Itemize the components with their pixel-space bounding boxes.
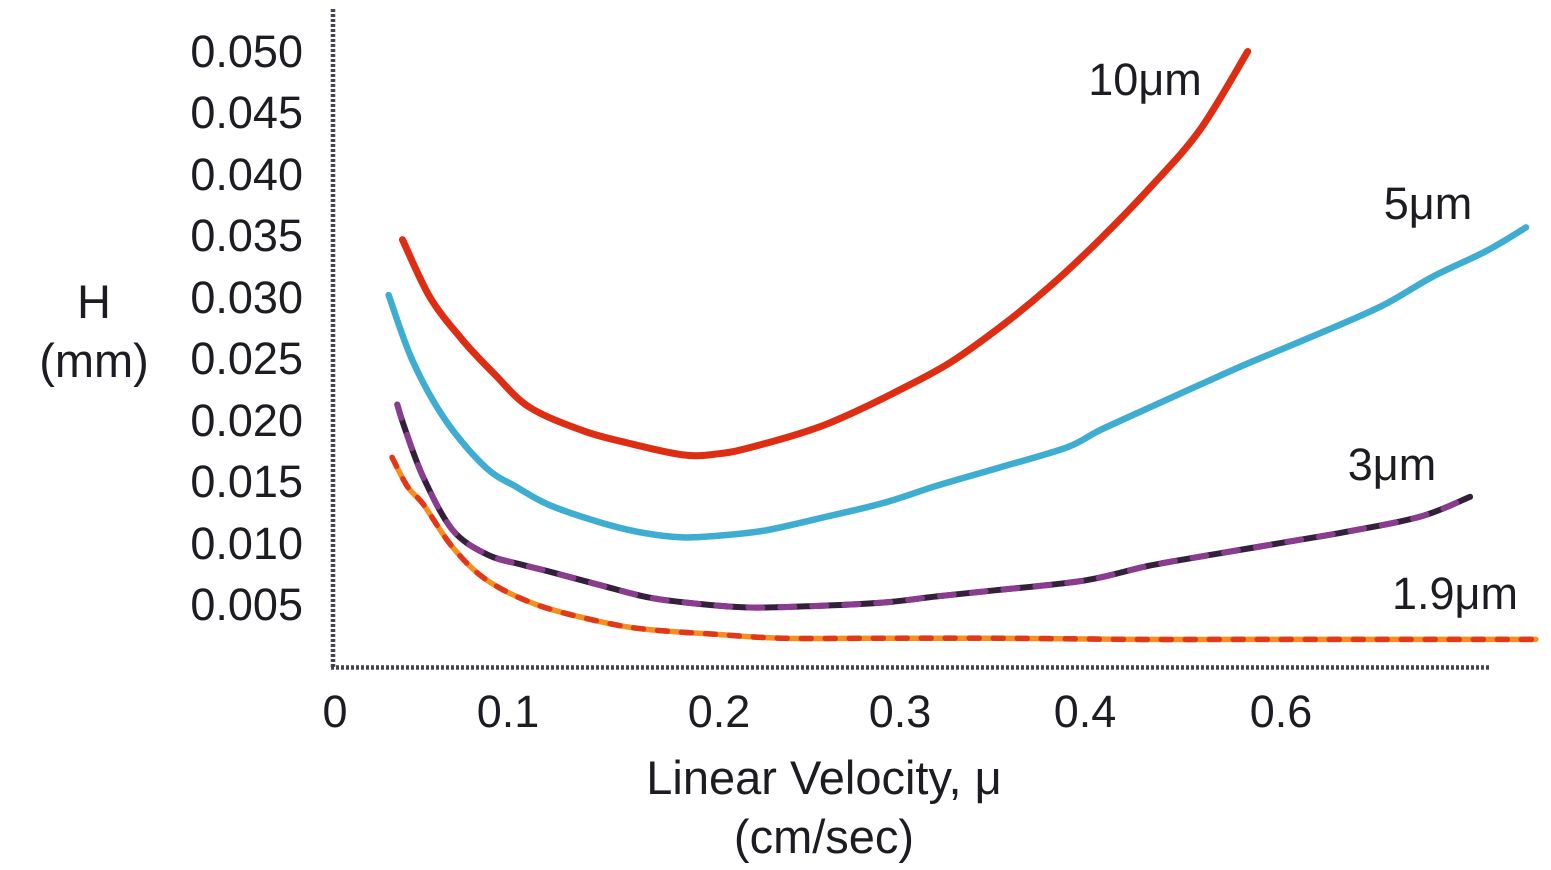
x-tick-label: 0.3	[868, 686, 932, 737]
x-tick-label: 0.2	[687, 686, 751, 737]
curve-1-9um-dash-overlay	[389, 454, 1539, 643]
curve-3um-dash-overlay	[394, 401, 1474, 611]
x-tick-label: 0.1	[476, 686, 540, 737]
y-tick-label: 0.005	[190, 579, 303, 630]
x-axis-title-text: Linear Velocity, μ	[646, 751, 1002, 804]
y-axis-title-symbol: H	[77, 275, 111, 328]
y-tick-label: 0.015	[190, 456, 303, 507]
curve-3um-label: 3μm	[1347, 439, 1437, 490]
y-axis-title-units: (mm)	[39, 334, 149, 387]
y-tick-label: 0.035	[190, 210, 303, 261]
x-tick-label: 0.4	[1053, 686, 1117, 737]
y-tick-label: 0.020	[190, 394, 303, 446]
x-axis-title: Linear Velocity, μ (cm/sec)	[544, 748, 1104, 866]
x-axis-title-units: (cm/sec)	[733, 810, 915, 863]
y-tick-label: 0.030	[190, 271, 303, 323]
y-tick-label: 0.045	[190, 87, 303, 138]
curve-5um-label: 5μm	[1383, 178, 1473, 229]
curve-1-9um-label: 1.9μm	[1392, 568, 1518, 619]
y-tick-label: 0.010	[190, 517, 303, 569]
y-axis-title: H (mm)	[10, 272, 178, 390]
curve-10um-label: 10μm	[1088, 54, 1202, 105]
x-tick-label: 0	[322, 686, 348, 737]
curve-5um	[385, 224, 1530, 541]
y-tick-label: 0.040	[190, 148, 303, 200]
y-tick-label: 0.025	[190, 333, 303, 384]
curve-10um	[398, 48, 1252, 460]
y-tick-label: 0.050	[190, 25, 303, 77]
x-tick-label: 0.6	[1249, 686, 1313, 737]
